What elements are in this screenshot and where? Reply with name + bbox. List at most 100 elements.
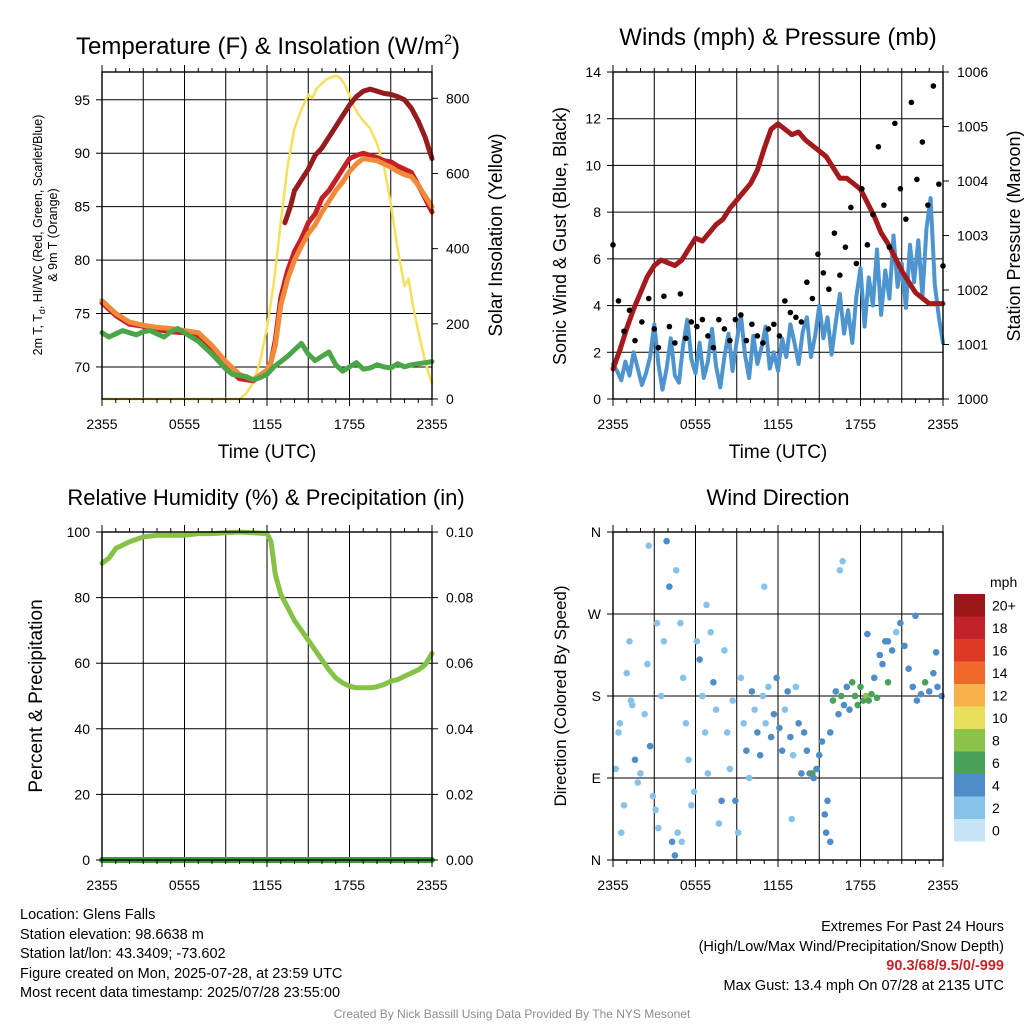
wind-direction-point — [788, 815, 796, 823]
wind-direction-point — [718, 797, 725, 805]
y-tick-label: 80 — [74, 590, 90, 606]
wind-direction-point — [932, 648, 940, 656]
gust-point — [842, 244, 849, 250]
wind-direction-point — [740, 720, 747, 727]
wind-direction-point — [652, 806, 659, 814]
x-tick-label: 2355 — [86, 877, 117, 893]
x-tick-label: 2355 — [597, 416, 628, 432]
colorbar-title: mph — [990, 574, 1017, 590]
wind-direction-point — [704, 770, 712, 777]
wind-direction-point — [732, 797, 739, 805]
colorbar-swatch — [954, 616, 985, 639]
colorbar-label: 2 — [992, 800, 1000, 816]
y-tick-label: 0 — [593, 391, 601, 407]
wind-direction-point — [701, 729, 709, 736]
x-tick-label: 2355 — [927, 416, 958, 432]
figure-created: Figure created on Mon, 2025-07-28, at 23… — [20, 965, 343, 982]
colorbar-label: 14 — [992, 665, 1008, 681]
x-tick-label: 2355 — [416, 416, 447, 432]
gust-point — [919, 139, 926, 145]
colorbar-label: 20+ — [992, 597, 1016, 613]
station-elevation: Station elevation: 98.6638 m — [20, 926, 204, 943]
x-tick-label: 1755 — [845, 877, 876, 893]
wind-direction-point — [938, 692, 945, 700]
wind-direction-point — [925, 688, 933, 695]
wind-direction-point — [892, 628, 900, 636]
station-info: Location: Glens Falls Station elevation:… — [20, 906, 342, 1004]
colorbar-swatch — [954, 661, 985, 684]
wind-direction-point — [800, 729, 808, 736]
temperature-ylabel-line2: & 9m T (Orange) — [46, 188, 60, 281]
wind-direction-point — [726, 765, 734, 773]
wind-direction-point — [773, 674, 780, 682]
wind-direction-point — [703, 601, 710, 609]
temperature-series-line — [99, 156, 435, 383]
wind-direction-point — [851, 692, 859, 700]
y-tick-label: N — [591, 852, 601, 868]
wind-direction-point — [837, 692, 845, 700]
wind-direction-point — [876, 651, 884, 659]
wind-direction-point — [826, 838, 834, 846]
gust-point — [886, 244, 893, 250]
wind-direction-point — [682, 720, 690, 727]
temperature-title: Temperature (F) & Insolation (W/m2) — [76, 31, 460, 60]
credit-line: Created By Nick Bassill Using Data Provi… — [333, 1007, 691, 1021]
y-tick-label: E — [592, 770, 601, 786]
colorbar-swatch — [954, 796, 985, 819]
pressure-line — [610, 121, 946, 372]
temperature-panel: Temperature (F) & Insolation (W/m2) 70 75… — [31, 31, 507, 463]
colorbar-label: 4 — [992, 777, 1000, 793]
wind-direction-point — [620, 802, 628, 809]
winds-ylabel-right: Station Pressure (Maroon) — [1004, 130, 1024, 341]
gust-point — [875, 143, 882, 150]
extremes-legend: (High/Low/Max Wind/Precipitation/Snow De… — [698, 938, 1004, 955]
wind-direction-point — [751, 706, 758, 713]
wind-direction-point — [707, 628, 714, 636]
y-tick-label: 14 — [585, 64, 601, 80]
y-right-tick-label: 0.00 — [446, 852, 473, 868]
wind-direction-point — [668, 838, 676, 846]
humidity-ylabel: Percent & Precipitation — [26, 599, 47, 792]
wind-direction-point — [781, 706, 789, 713]
colorbar-label: 18 — [992, 620, 1008, 636]
wind-direction-point — [870, 674, 878, 682]
wind-direction-point — [748, 688, 756, 695]
colorbar-swatch — [954, 594, 985, 617]
gust-point — [732, 316, 739, 323]
y-right-tick-label: 1001 — [957, 337, 988, 353]
y-right-tick-label: 600 — [446, 165, 470, 181]
wind-direction-point — [616, 720, 624, 727]
x-tick-label: 2355 — [927, 877, 958, 893]
x-tick-label: 0555 — [169, 416, 200, 432]
y-tick-label: 20 — [74, 786, 90, 802]
wind-direction-point — [776, 724, 783, 732]
wind-direction-point — [810, 774, 818, 782]
wind-direction-point — [789, 751, 797, 759]
wind-direction-point — [649, 792, 657, 800]
y-tick-label: 85 — [74, 199, 90, 215]
gust-point — [892, 120, 898, 127]
x-tick-label: 2355 — [416, 877, 447, 893]
gust-point — [848, 204, 854, 211]
gust-point — [864, 242, 871, 248]
gust-point — [626, 307, 633, 314]
wind-direction-point — [843, 683, 851, 691]
gust-point — [914, 176, 920, 183]
gust-point — [615, 298, 622, 304]
wind-direction-point — [864, 630, 871, 638]
gust-point — [771, 321, 777, 328]
colorbar-label: 6 — [992, 755, 1000, 771]
gust-point — [859, 185, 865, 192]
wind-direction-point — [905, 665, 912, 672]
y-right-tick-label: 200 — [446, 316, 470, 332]
colorbar-label: 0 — [992, 822, 1000, 838]
wind-direction-point — [631, 756, 639, 764]
wind-direction-point — [699, 692, 706, 700]
wind-direction-point — [792, 683, 800, 691]
y-right-tick-label: 1003 — [957, 228, 988, 244]
temperature-series-line — [99, 326, 435, 383]
wind-direction-point — [666, 583, 673, 590]
wind-direction-point — [756, 751, 764, 759]
wind-direction-point — [836, 566, 844, 574]
wind-direction-point — [839, 557, 846, 565]
